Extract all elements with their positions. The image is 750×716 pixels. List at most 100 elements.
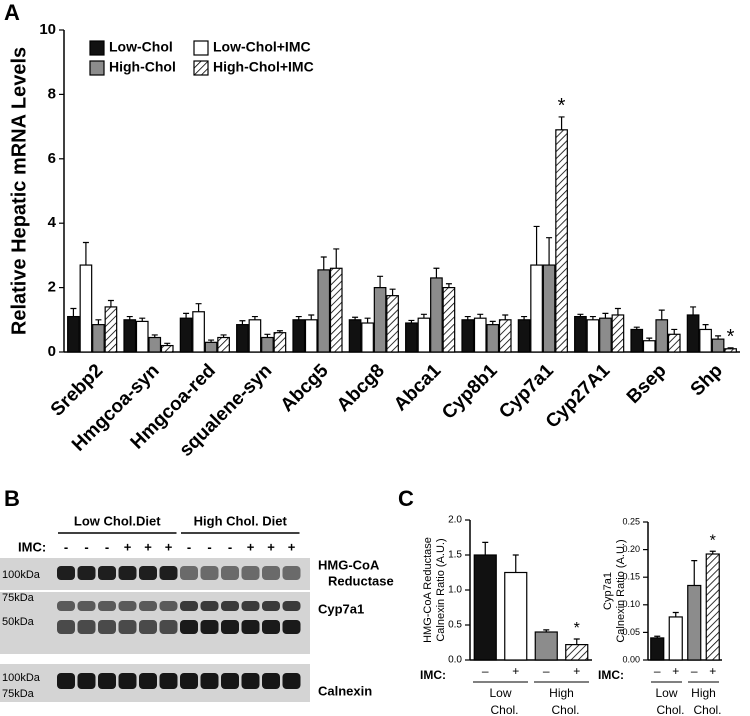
error-bar [702, 324, 709, 330]
bar [236, 324, 249, 353]
y-axis-label: HMG-CoA Reductase [422, 537, 434, 643]
y-tick-label: 8 [48, 85, 56, 102]
error-bar [727, 347, 734, 349]
error-bar [671, 328, 678, 335]
bar [668, 616, 683, 661]
group-label: Chol. [656, 703, 684, 716]
lane-label: + [247, 539, 255, 554]
y-tick-label: 10 [39, 21, 56, 38]
band [139, 566, 157, 580]
lane-label: + [124, 539, 132, 554]
error-bar [333, 248, 340, 269]
error-bar [389, 288, 396, 296]
significance: * [710, 532, 716, 549]
bar [699, 328, 712, 353]
lane-label: + [165, 539, 173, 554]
error-bar [239, 320, 246, 325]
protein-label: Cyp7a1 [318, 601, 364, 616]
band [159, 673, 178, 689]
error-bar [126, 315, 133, 320]
y-tick-label: 1.5 [448, 550, 462, 561]
error-bar [352, 316, 359, 320]
error-bar [614, 307, 621, 315]
error-bar [164, 342, 171, 346]
bar [687, 584, 702, 661]
error-bar [521, 315, 528, 320]
error-bar [589, 315, 596, 320]
error-bar [445, 283, 452, 288]
x-tick-label: Abca1 [390, 360, 445, 415]
y-tick-label: 6 [48, 150, 56, 167]
x-tick-label: + [709, 664, 716, 678]
lane-label: + [288, 539, 296, 554]
y-tick-label: 0.00 [622, 654, 640, 664]
y-axis-label: Relative Hepatic mRNA Levels [8, 47, 30, 335]
error-bar [646, 337, 653, 341]
bar [79, 264, 93, 353]
lane-label: - [207, 539, 211, 554]
legend-swatch [89, 40, 105, 56]
group-label: Low [655, 686, 677, 700]
bar [461, 319, 475, 353]
error-bar [464, 315, 471, 320]
band [200, 673, 219, 689]
lane-label: - [187, 539, 191, 554]
error-bar [577, 313, 584, 317]
bar [724, 348, 737, 353]
band [180, 673, 198, 689]
bar [92, 324, 105, 353]
band [180, 601, 198, 611]
error-bar [420, 313, 427, 319]
error-bar [433, 267, 440, 278]
legend-label: High-Chol [109, 59, 176, 75]
band [159, 620, 178, 634]
bar [705, 553, 720, 661]
bar [248, 319, 262, 353]
bar [667, 333, 681, 353]
bar [711, 338, 725, 353]
significance: * [558, 95, 566, 117]
error-bar [95, 319, 102, 325]
bar [317, 269, 331, 353]
blot-group-label: Low Chol.Diet [74, 513, 161, 528]
band [241, 601, 260, 611]
kda-label: 100kDa [2, 569, 41, 581]
error-bar [543, 629, 550, 632]
legend-swatch [89, 60, 105, 76]
error-bar [151, 334, 158, 338]
bar [473, 317, 487, 353]
x-tick-label: – [691, 664, 698, 678]
error-bar [82, 241, 89, 266]
band [262, 566, 280, 580]
x-tick-label: + [512, 664, 519, 678]
protein-label: HMG-CoA [318, 557, 380, 572]
bar [179, 317, 193, 353]
band [241, 566, 260, 580]
lane-label: - [84, 539, 88, 554]
lane-label: + [267, 539, 275, 554]
band [159, 566, 178, 580]
group-label: High [549, 686, 574, 700]
kda-label: 75kDa [2, 688, 35, 700]
error-bar [602, 312, 609, 319]
bar [386, 295, 399, 353]
band [221, 601, 239, 611]
y-axis-label: Calnexin Ratio (A.U.) [435, 538, 447, 641]
x-tick-label: Abcg5 [277, 360, 333, 416]
band [118, 673, 137, 689]
bar [530, 264, 543, 353]
bar [430, 277, 443, 353]
lane-label: - [228, 539, 232, 554]
bar [574, 315, 587, 353]
bar [586, 319, 600, 353]
band [57, 620, 75, 634]
protein-label: Calnexin [318, 683, 372, 698]
band [221, 566, 239, 580]
x-axis-label: IMC: [420, 668, 446, 682]
band [200, 566, 219, 580]
y-tick-label: 0.20 [622, 544, 640, 554]
error-bar [502, 314, 509, 320]
band [98, 601, 116, 611]
bar [655, 319, 669, 353]
y-tick-label: 0.05 [622, 627, 640, 637]
